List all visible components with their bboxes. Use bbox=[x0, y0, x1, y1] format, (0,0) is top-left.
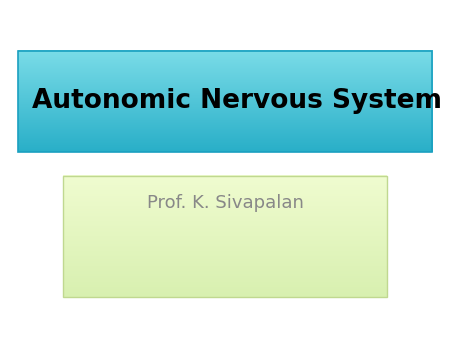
Text: Autonomic Nervous System: Autonomic Nervous System bbox=[32, 89, 441, 114]
Bar bbox=[63, 176, 387, 297]
Text: Prof. K. Sivapalan: Prof. K. Sivapalan bbox=[147, 194, 303, 212]
Bar bbox=[18, 51, 432, 152]
